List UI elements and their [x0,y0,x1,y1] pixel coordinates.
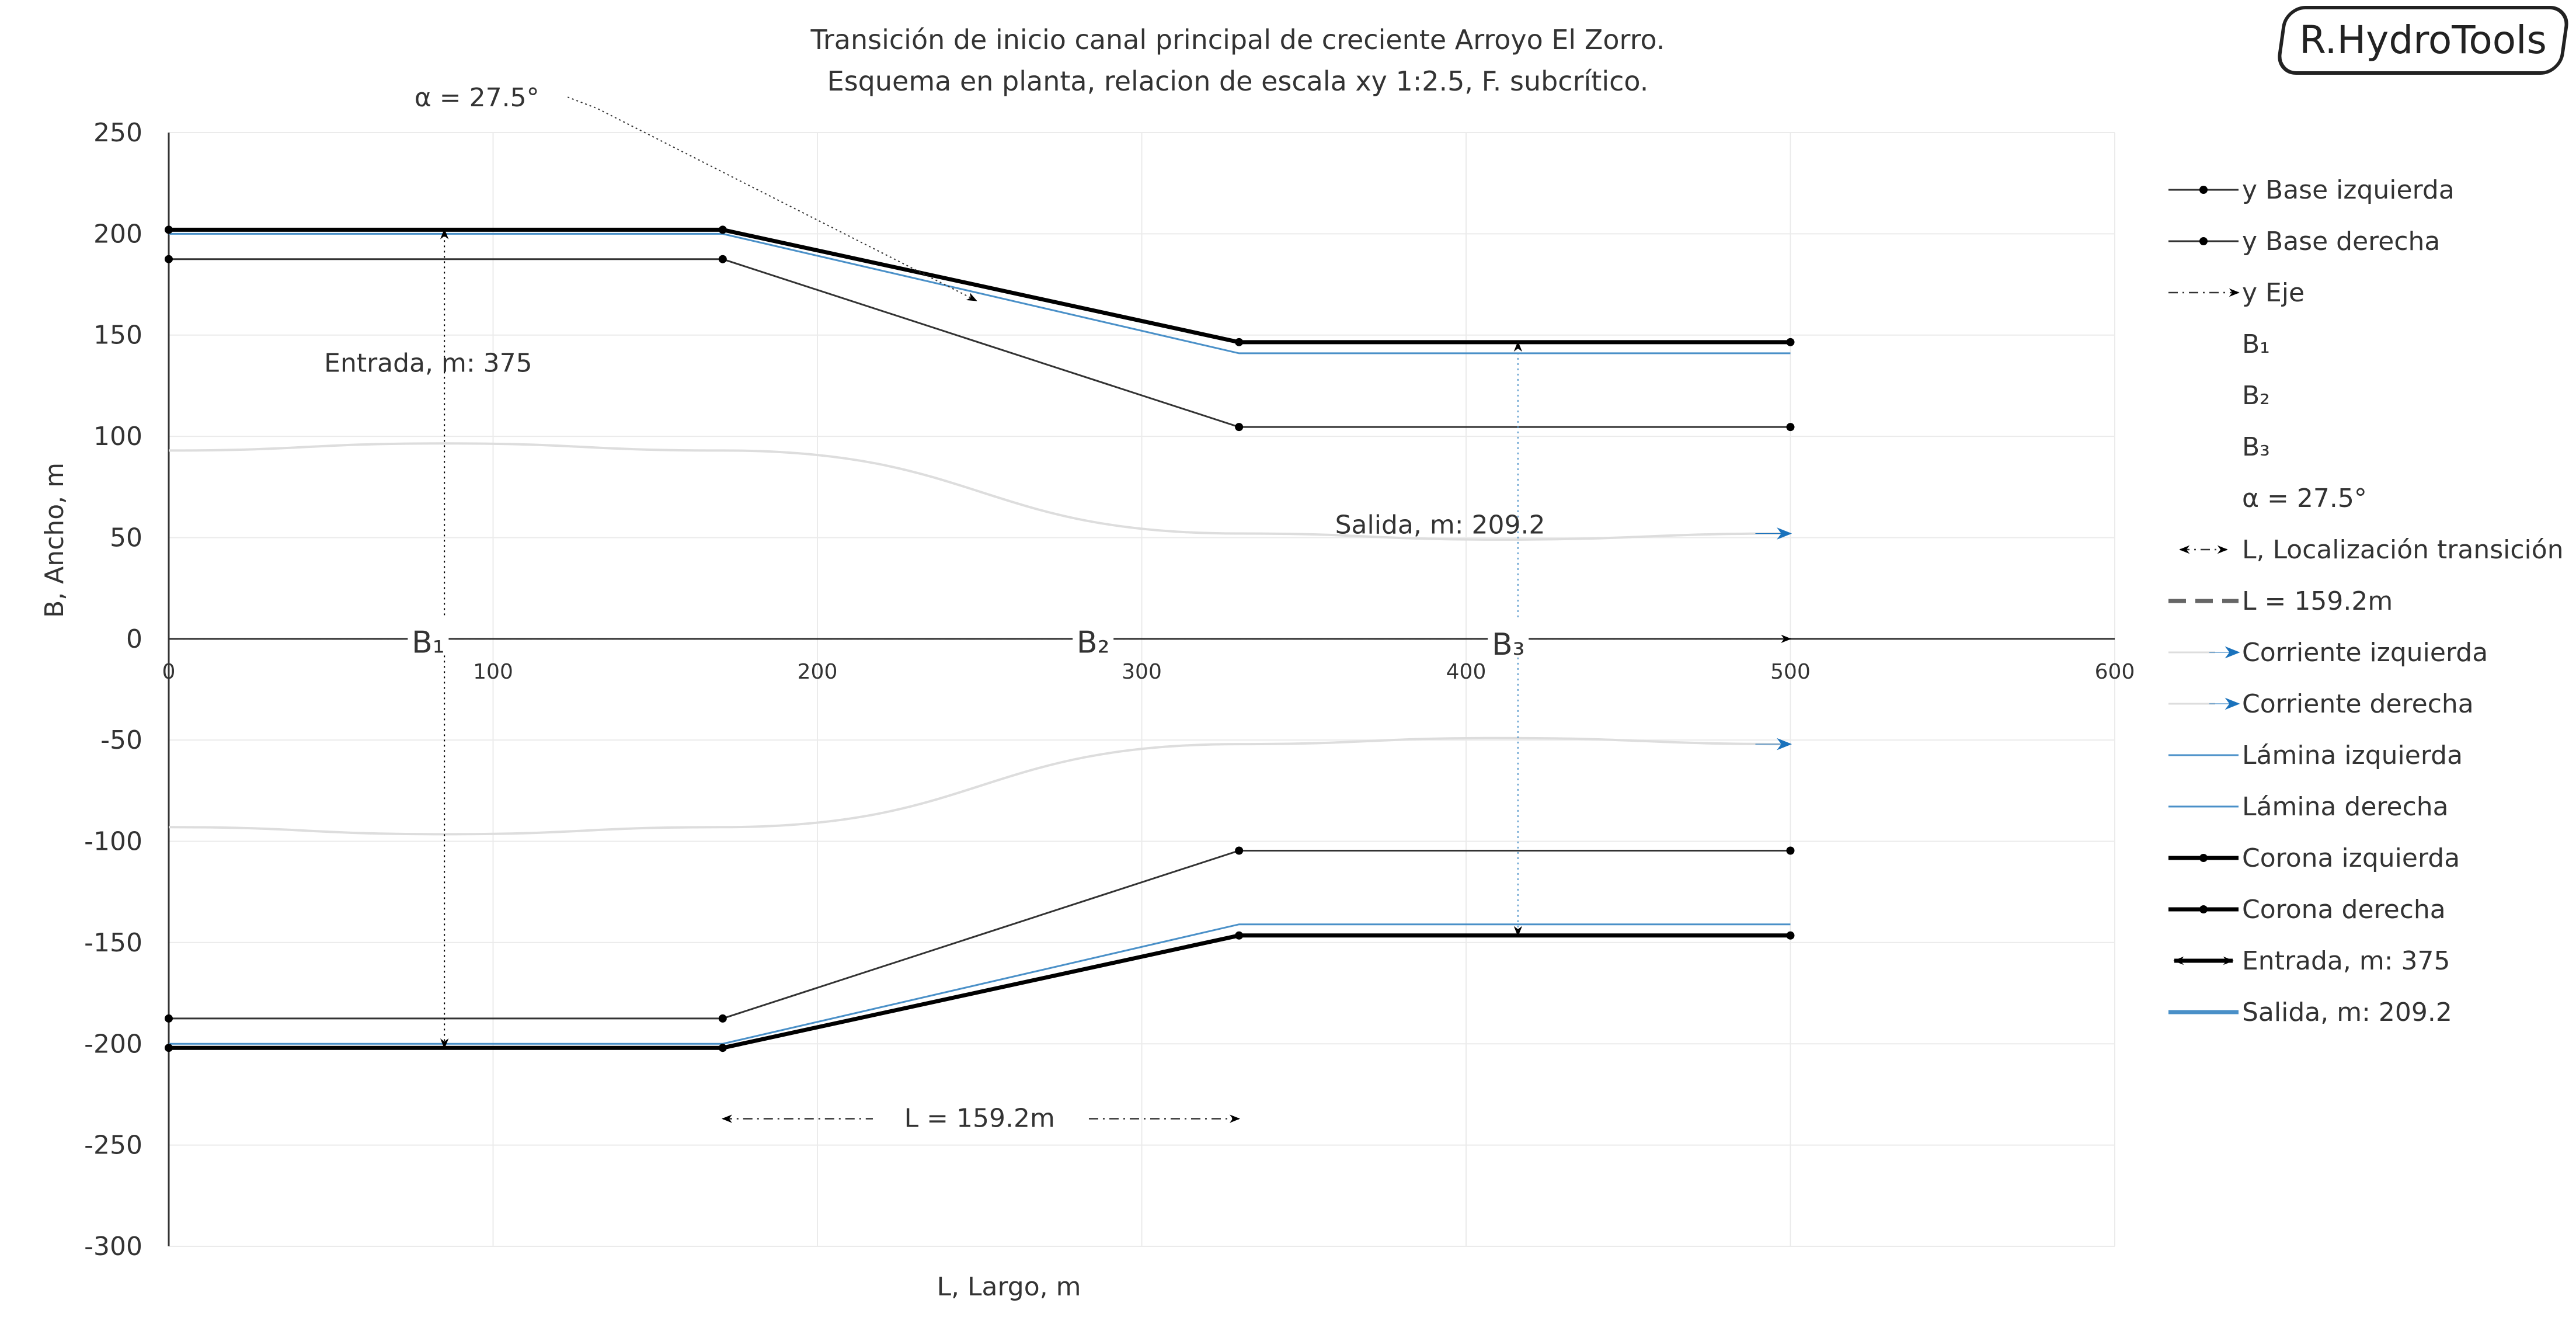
data-point [718,225,727,234]
y-tick-label: -150 [84,928,142,958]
data-point [1235,846,1244,855]
legend-label: Corriente izquierda [2242,638,2488,668]
data-point [1786,846,1795,855]
logo: R.HydroTools [2299,18,2547,62]
legend-label: L = 159.2m [2242,586,2393,616]
y-tick-label: -50 [100,725,142,755]
y-tick-label: 50 [110,523,142,552]
data-point [1786,931,1795,940]
legend-label: Corona derecha [2242,895,2446,925]
legend-label: Entrada, m: 375 [2242,946,2450,976]
data-point [165,255,173,263]
chart-subtitle: Esquema en planta, relacion de escala xy… [827,65,1649,97]
data-point [1235,338,1244,346]
legend-label: α = 27.5° [2242,484,2367,513]
data-point [1235,931,1244,940]
series-layer [165,225,1795,1123]
data-point [1786,423,1795,432]
y-tick-label: 100 [93,422,142,451]
x-axis-label: L, Largo, m [937,1272,1081,1302]
data-point [718,255,727,263]
series-line [169,933,1791,1050]
y-tick-label: -200 [84,1029,142,1059]
legend-label: Corona izquierda [2242,843,2460,873]
legend-label: y Eje [2242,278,2305,308]
x-tick-label: 300 [1122,660,1162,684]
x-tick-label: 100 [473,660,513,684]
annotation-label: B₂ [1077,625,1110,660]
label-background [1073,617,1114,653]
y-axis-label: B, Ancho, m [40,463,69,618]
series-line [169,227,1791,345]
y-tick-label: 200 [93,219,142,249]
y-tick-label: 250 [93,118,142,148]
label-background [900,1095,1059,1131]
legend-label: Lámina derecha [2242,792,2449,822]
annotation-label: α = 27.5° [415,83,539,113]
legend-label: Salida, m: 209.2 [2242,998,2452,1027]
data-point [165,1014,173,1023]
label-background [1488,619,1529,655]
x-tick-label: 500 [1770,660,1811,684]
legend-label: B₂ [2242,381,2270,411]
annotation-label: Entrada, m: 375 [324,348,532,378]
legend-label: B₃ [2242,432,2270,462]
legend: y Base izquierda y Base derecha y Eje B₁ B₂ B… [2168,175,2564,1027]
series-line [168,736,1791,836]
annotation-label: B₁ [412,625,445,660]
alpha-leader [567,96,977,301]
legend-marker [2199,186,2208,194]
y-tick-label: 150 [93,321,142,350]
legend-marker [2199,905,2208,913]
y-tick-label: -300 [84,1232,142,1262]
legend-marker [2199,237,2208,245]
x-tick-label: 200 [798,660,838,684]
annotation-label: B₃ [1492,627,1525,662]
x-tick-label: 600 [2095,660,2135,684]
legend-label: y Base izquierda [2242,175,2455,205]
annotation-layer: α = 27.5° Entrada, m: 375 Salida, m: 209.2… [324,83,1545,1134]
legend-label: Lámina izquierda [2242,741,2463,770]
y-tick-label: 0 [126,624,142,654]
y-tick-label: -100 [84,827,142,857]
annotation-label: Salida, m: 209.2 [1335,510,1545,540]
label-background [408,617,449,653]
annotation-label: L = 159.2m [904,1104,1055,1134]
x-tick-label: 0 [162,660,176,684]
data-point [1235,423,1244,432]
legend-marker [2199,854,2208,862]
grid [168,132,2115,1247]
legend-label: L, Localización transición [2242,535,2564,565]
data-point [718,1014,727,1023]
series-line [168,442,1791,541]
data-point [165,1044,173,1052]
data-point [165,225,173,234]
chart-title: Transición de inicio canal principal de … [810,24,1665,55]
data-point [1786,338,1795,346]
x-tick-label: 400 [1446,660,1487,684]
legend-label: B₁ [2242,329,2270,359]
y-tick-label: -250 [84,1131,142,1160]
data-point [718,1044,727,1052]
legend-label: y Base derecha [2242,227,2440,256]
legend-label: Corriente derecha [2242,689,2474,719]
